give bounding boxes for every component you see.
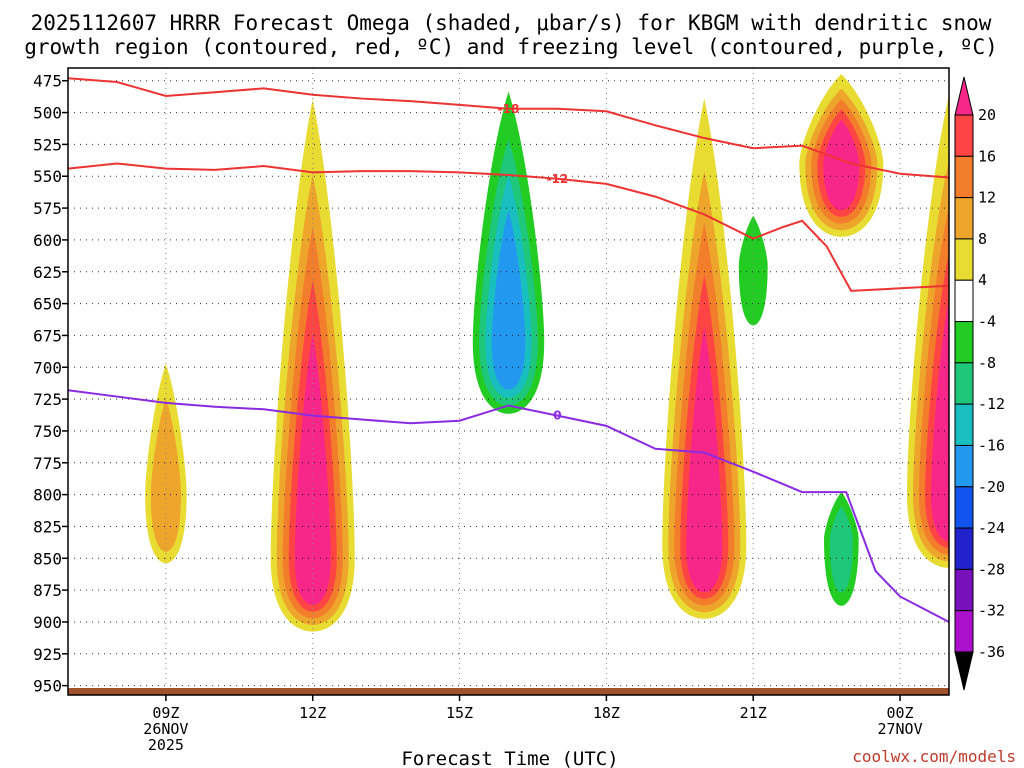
y-tick-label: 875 (33, 581, 62, 600)
colorbar-tick-label: -24 (978, 519, 1005, 537)
colorbar-tick-label: -4 (978, 313, 996, 331)
plot-frame (67, 67, 950, 696)
contour-line-0 (68, 77, 949, 179)
colorbar-top-arrow (954, 76, 974, 116)
y-tick-label: 825 (33, 517, 62, 536)
colorbar-tick-label: -12 (978, 395, 1005, 413)
omega-level-20 (931, 299, 949, 542)
y-tick-label: 475 (33, 72, 62, 91)
omega-feature-ascent-25z (907, 95, 949, 568)
y-tick-label: 575 (33, 199, 62, 218)
colorbar-swatch (954, 155, 974, 199)
omega-feature-ascent-20z (662, 98, 747, 619)
grid (68, 68, 949, 692)
omega-level-20 (823, 119, 860, 211)
y-tick-label: 900 (33, 613, 62, 632)
omega-level-neg4 (738, 215, 768, 326)
y-tick-label: 750 (33, 422, 62, 441)
colorbar-tick-label: 12 (978, 189, 996, 207)
contour-label-0: -18 (498, 102, 520, 116)
ground-strip (68, 688, 949, 695)
x-tick-label: 2025 (148, 736, 184, 754)
colorbar-swatch (954, 568, 974, 612)
y-tick-label: 950 (33, 677, 62, 696)
x-tick-label: 27NOV (877, 720, 922, 738)
colorbar-swatch (954, 321, 974, 364)
colorbar-swatch (954, 444, 974, 488)
colorbar-tick-label: 8 (978, 230, 987, 248)
omega-feature-descent-16z (472, 91, 545, 414)
contour-line-1 (68, 162, 949, 292)
colorbar-tick-label: -28 (978, 560, 1005, 578)
x-tick-label: 15Z (446, 704, 473, 722)
chart-title-line-1: 2025112607 HRRR Forecast Omega (shaded, … (31, 11, 992, 35)
colorbar-swatch (954, 238, 974, 281)
y-tick-label: 550 (33, 167, 62, 186)
colorbar-tick-label: -32 (978, 602, 1005, 620)
omega-level-20 (686, 326, 723, 593)
colorbar-tick-label: -36 (978, 643, 1005, 661)
colorbar: 20 16 12 8 4 -4 -8 -12 -16 -20 -24 -28 -32 -36 (954, 76, 1005, 691)
x-tick-label: 12Z (299, 704, 326, 722)
omega-level-20 (294, 333, 331, 605)
omega-level-neg8 (829, 506, 853, 593)
y-tick-label: 850 (33, 549, 62, 568)
colorbar-tick-label: 4 (978, 271, 987, 289)
contour-label-2: 0 (553, 409, 561, 423)
y-axis: 475 500 525 550 575 600 625 650 675 700 725 750 775 8… (33, 72, 68, 696)
colorbar-tick-label: 20 (978, 106, 996, 124)
x-axis-label: Forecast Time (UTC) (401, 748, 618, 768)
colorbar-swatch (954, 279, 974, 323)
omega-shading (145, 74, 949, 632)
chart-title-line-2: growth region (contoured, red, ºC) and f… (24, 35, 998, 59)
colorbar-tick-label: -16 (978, 436, 1005, 454)
omega-feature-ascent-23z (799, 74, 884, 237)
y-tick-label: 625 (33, 263, 62, 282)
y-tick-label: 700 (33, 358, 62, 377)
colorbar-swatch (954, 403, 974, 446)
colorbar-swatch (954, 362, 974, 405)
colorbar-swatch (954, 114, 974, 157)
omega-level-neg16 (491, 210, 526, 390)
y-tick-label: 500 (33, 104, 62, 123)
temperature-contours: -18 -12 0 (68, 77, 949, 623)
colorbar-tick-label: 16 (978, 147, 996, 165)
omega-level-8 (150, 398, 181, 552)
y-tick-label: 800 (33, 486, 62, 505)
x-tick-label: 18Z (593, 704, 620, 722)
y-tick-label: 925 (33, 645, 62, 664)
omega-feature-descent-22z (823, 492, 859, 606)
omega-feature-descent-21z (738, 215, 768, 326)
y-tick-label: 725 (33, 390, 62, 409)
x-tick-label: 26NOV (143, 720, 188, 738)
colorbar-tick-label: -20 (978, 478, 1005, 496)
credit-label: coolwx.com/models (852, 747, 1016, 766)
x-tick-label: 09Z (152, 704, 179, 722)
colorbar-swatch (954, 527, 974, 570)
colorbar-swatch (954, 486, 974, 529)
y-tick-label: 600 (33, 231, 62, 250)
y-tick-label: 650 (33, 295, 62, 314)
y-tick-label: 775 (33, 454, 62, 473)
x-tick-label: 21Z (740, 704, 767, 722)
colorbar-bottom-arrow (954, 651, 974, 691)
y-tick-label: 675 (33, 326, 62, 345)
contour-line-2 (68, 389, 949, 623)
contour-label-1: -12 (547, 172, 569, 186)
colorbar-swatch (954, 197, 974, 240)
y-tick-label: 525 (33, 135, 62, 154)
omega-feature-ascent-12z (270, 99, 355, 632)
colorbar-swatch (954, 610, 974, 653)
x-tick-label: 00Z (887, 704, 914, 722)
colorbar-tick-label: -8 (978, 354, 996, 372)
